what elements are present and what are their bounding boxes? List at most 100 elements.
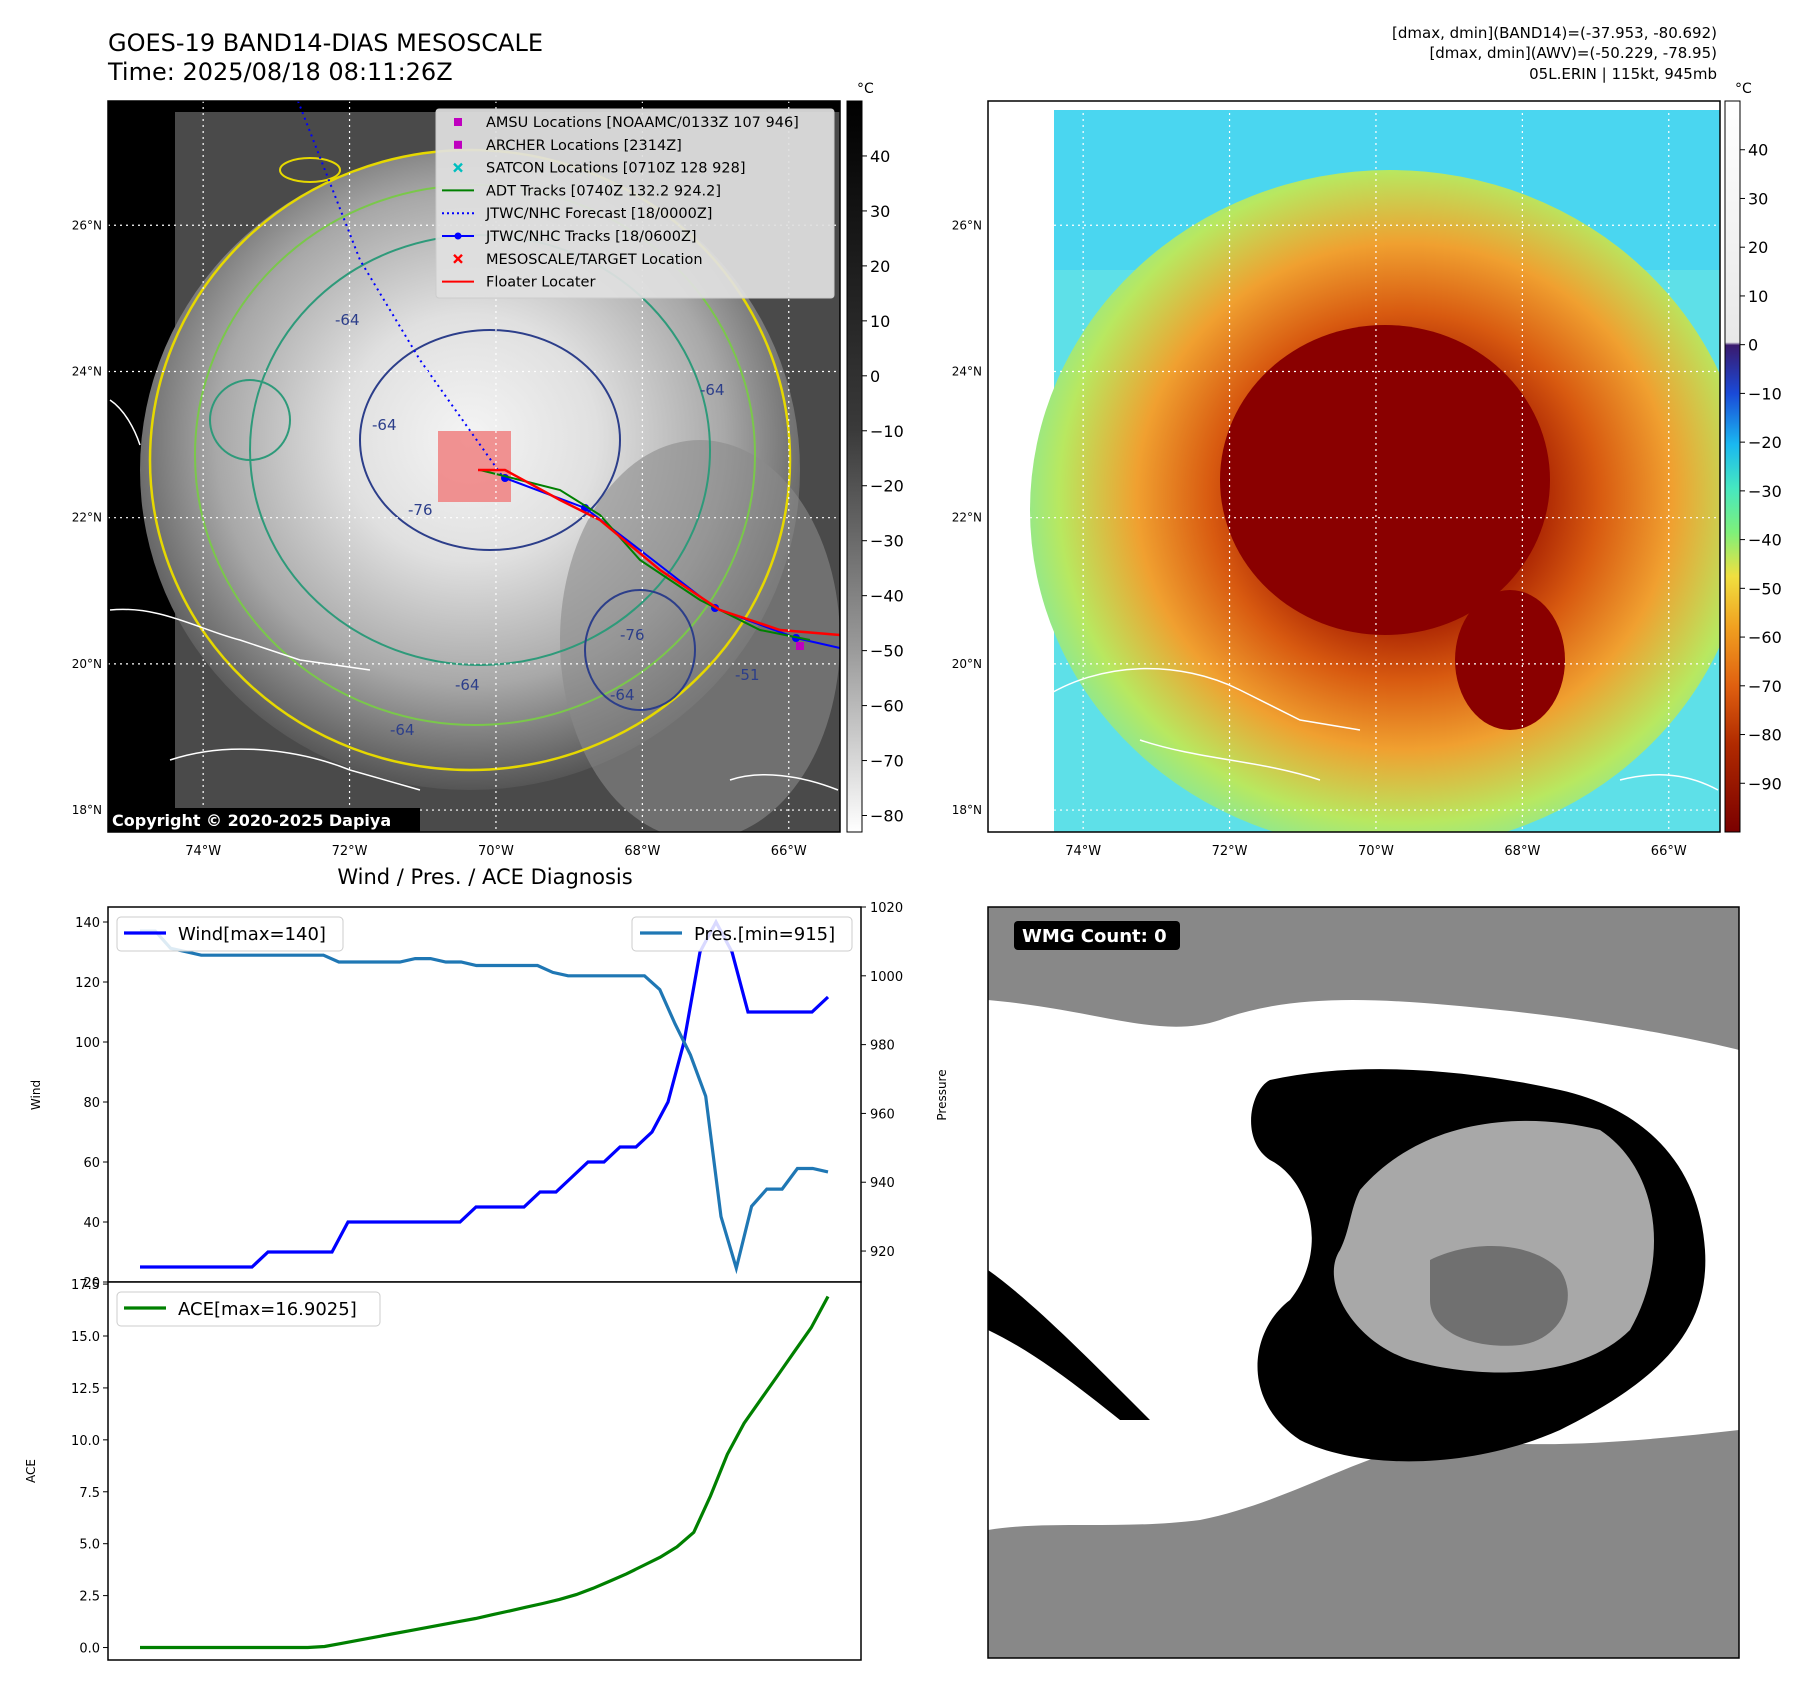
ir-lon-label: 68°W xyxy=(624,844,660,859)
legend-item: ARCHER Locations [2314Z] xyxy=(454,138,682,154)
contour-west-cell xyxy=(209,379,291,461)
gray-colorbar-tick-label: 40 xyxy=(870,147,890,166)
legend-label: Floater Locater xyxy=(486,275,595,291)
ace-tick-label: 17.5 xyxy=(71,1278,100,1293)
legend-item: MESOSCALE/TARGET Location xyxy=(453,252,703,268)
gray-colorbar-tick-label: −20 xyxy=(870,477,904,496)
ir-map-panel: -76 -64 -64 -64 -64 -64 -51 -76 -64 AMSU… xyxy=(72,100,841,859)
contour-label: -76 xyxy=(408,501,433,519)
legend-item: SATCON Locations [0710Z 128 928] xyxy=(453,161,745,177)
pressure-tick-label: 920 xyxy=(870,1245,895,1260)
wind-tick-label: 20 xyxy=(83,1276,100,1291)
legend-x-marker xyxy=(453,253,463,264)
pressure-tick-label: 940 xyxy=(870,1176,895,1191)
pressure-tick-label: 1000 xyxy=(870,970,903,985)
ir-lat-labels: 26°N 24°N 22°N 20°N 18°N xyxy=(72,218,102,817)
contour-inner xyxy=(359,329,621,551)
info-line1: [dmax, dmin](BAND14)=(-37.953, -80.692) xyxy=(1392,24,1717,42)
legend-label: JTWC/NHC Forecast [18/0000Z] xyxy=(485,206,712,222)
map-title-line1: GOES-19 BAND14-DIAS MESOSCALE xyxy=(108,29,543,57)
wind-tick-label: 140 xyxy=(75,916,100,931)
pressure-axis-label: Pressure xyxy=(935,1069,949,1120)
color-colorbar-tick-label: −10 xyxy=(1748,384,1782,403)
map-title-line2: Time: 2025/08/18 08:11:26Z xyxy=(107,58,453,86)
legend-label: SATCON Locations [0710Z 128 928] xyxy=(486,161,745,177)
contour-north-cell xyxy=(279,157,341,183)
color-colorbar: °C 40 30 20 10 0 −10 −20 −30 −40 −50 −60 −70 −80 −90 xyxy=(1724,81,1782,833)
color-colorbar-tick-label: −20 xyxy=(1748,433,1782,452)
legend-label: AMSU Locations [NOAAMC/0133Z 107 946] xyxy=(486,115,799,131)
floater-track xyxy=(478,468,840,637)
awv-lat-label: 20°N xyxy=(952,657,982,671)
wmg-dark-gray-core xyxy=(1430,1246,1568,1346)
legend-item: AMSU Locations [NOAAMC/0133Z 107 946] xyxy=(454,115,799,131)
legend-item: Floater Locater xyxy=(442,275,595,291)
legend-dot-marker xyxy=(454,232,462,240)
ir-lon-label: 72°W xyxy=(332,844,368,859)
coastline-cuba xyxy=(109,608,371,671)
contour-label: -64 xyxy=(390,721,415,739)
color-colorbar-tick-label: −60 xyxy=(1748,628,1782,647)
contour-label: -51 xyxy=(735,666,760,684)
ir-lat-label: 20°N xyxy=(72,657,102,671)
color-colorbar-unit: °C xyxy=(1735,81,1752,97)
coastline-puerto-rico xyxy=(729,774,839,791)
awv-lon-label: 72°W xyxy=(1212,844,1248,859)
color-colorbar-tick-label: −70 xyxy=(1748,677,1782,696)
forecast-track xyxy=(297,101,506,481)
ace-legend-box xyxy=(116,1291,381,1327)
ir-lon-label: 70°W xyxy=(478,844,514,859)
pressure-series-line xyxy=(140,929,829,1275)
contour-label: -76 xyxy=(620,626,645,644)
contour-label: -64 xyxy=(700,381,725,399)
ir-map-frame xyxy=(107,100,841,833)
color-colorbar-tick-label: 30 xyxy=(1748,189,1768,208)
ace-tick-label: 12.5 xyxy=(71,1382,100,1397)
contour-label: -64 xyxy=(372,416,397,434)
awv-coastline-hispaniola xyxy=(1039,667,1361,731)
awv-lon-label: 74°W xyxy=(1065,844,1101,859)
color-colorbar-tick-label: −80 xyxy=(1748,726,1782,745)
awv-map-panel: 26°N 24°N 22°N 20°N 18°N 74°W 72°W 70°W 68°W 66°… xyxy=(952,100,1721,859)
awv-coastline-south xyxy=(1139,739,1321,781)
legend-label: ADT Tracks [0740Z 132.2 924.2] xyxy=(486,183,721,199)
gray-colorbar-tick-label: −80 xyxy=(870,807,904,826)
awv-lat-label: 18°N xyxy=(952,803,982,817)
ir-lat-label: 22°N xyxy=(72,511,102,525)
ir-lat-label: 18°N xyxy=(72,803,102,817)
pressure-legend-box xyxy=(631,916,853,952)
wind-tick-label: 100 xyxy=(75,1036,100,1051)
legend-x-marker xyxy=(453,162,463,173)
gray-colorbar-tick-label: 30 xyxy=(870,202,890,221)
gray-colorbar-unit: °C xyxy=(857,81,874,97)
ace-tick-label: 0.0 xyxy=(79,1642,100,1657)
legend-item: ADT Tracks [0740Z 132.2 924.2] xyxy=(442,183,721,199)
wmg-frame xyxy=(987,906,1740,1659)
pressure-legend: Pres.[min=915] xyxy=(631,916,853,952)
color-colorbar-tick-label: −90 xyxy=(1748,774,1782,793)
pressure-tick-label: 1020 xyxy=(870,901,903,916)
awv-lat-label: 24°N xyxy=(952,364,982,378)
ace-series-line xyxy=(140,1295,830,1650)
coastline-bahamas xyxy=(109,399,141,446)
awv-coastline-pr xyxy=(1619,774,1719,791)
track-legend: AMSU Locations [NOAAMC/0133Z 107 946] ARC… xyxy=(435,108,835,299)
gray-colorbar: °C 40 30 20 10 0 −10 −20 −30 −40 −50 −60 −70 −80 xyxy=(846,81,904,833)
floater-box xyxy=(438,431,511,502)
awv-map-frame xyxy=(987,100,1721,833)
pressure-tick-label: 980 xyxy=(870,1039,895,1054)
awv-map-imagery xyxy=(1030,110,1720,832)
ace-tick-label: 5.0 xyxy=(79,1538,100,1553)
wind-pressure-chart: Wind Pressure 20 40 60 80 100 120 140 920 940 96… xyxy=(29,901,949,1291)
ir-outer-band xyxy=(560,440,840,832)
gray-colorbar-tick-label: 0 xyxy=(870,367,880,386)
color-colorbar-tick-label: 10 xyxy=(1748,287,1768,306)
wind-legend-box xyxy=(116,916,344,952)
contour-label: -64 xyxy=(455,676,480,694)
awv-lon-label: 68°W xyxy=(1504,844,1540,859)
ir-lat-label: 26°N xyxy=(72,218,102,232)
gray-colorbar-tick-label: −60 xyxy=(870,697,904,716)
ace-tick-label: 2.5 xyxy=(79,1590,100,1605)
ace-axes xyxy=(107,1281,862,1661)
ir-lat-label: 24°N xyxy=(72,364,102,378)
